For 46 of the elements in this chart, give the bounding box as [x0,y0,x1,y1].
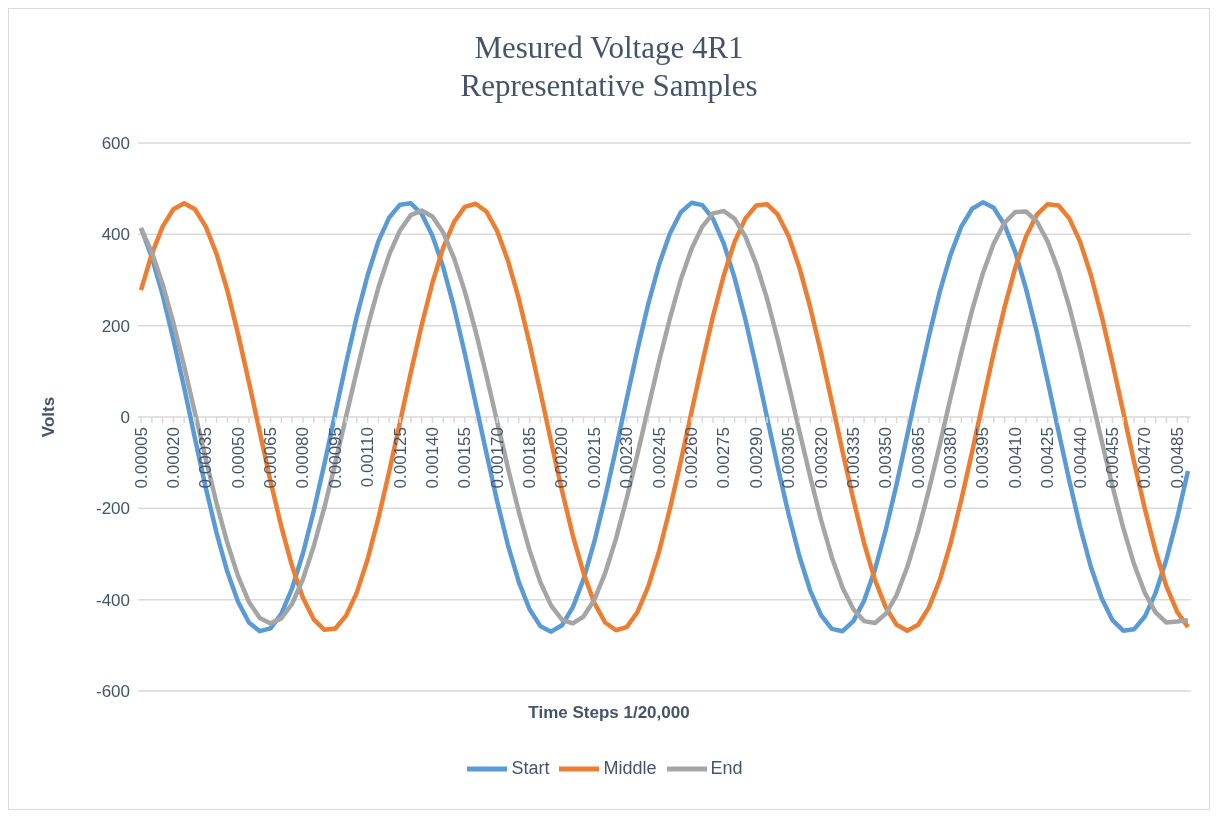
x-tick-label: 0.00440 [1070,427,1090,489]
x-tick-label: 0.00125 [390,427,410,489]
y-tick-label: 0 [120,408,130,428]
legend-label: Start [511,757,550,778]
x-tick-label: 0.00350 [876,427,896,489]
x-tick-label: 0.00275 [714,427,734,489]
legend-label: End [710,757,743,778]
x-tick-label: 0.00470 [1135,427,1155,489]
y-tick-label: 400 [101,225,130,245]
x-tick-label: 0.00380 [941,427,961,489]
x-tick-label: 0.00230 [617,427,637,489]
x-tick-label: 0.00215 [584,427,604,489]
x-tick-label: 0.00005 [131,427,151,489]
x-tick-label: 0.00080 [293,427,313,489]
x-tick-label: 0.00455 [1102,427,1122,489]
x-axis-title: Time Steps 1/20,000 [527,703,691,723]
x-tick-label: 0.00020 [163,427,183,489]
chart-title: Mesured Voltage 4R1 Representative Samples [459,29,759,105]
x-tick-label: 0.00035 [196,427,216,489]
x-tick-label: 0.00395 [973,427,993,489]
legend-label: Middle [603,757,657,778]
y-tick-label: -200 [95,499,130,519]
x-tick-label: 0.00260 [681,427,701,489]
x-tick-label: 0.00065 [261,427,281,489]
x-tick-label: 0.00410 [1005,427,1025,489]
x-tick-label: 0.00200 [552,427,572,489]
x-tick-label: 0.00425 [1038,427,1058,489]
x-tick-label: 0.00170 [487,427,507,489]
x-tick-label: 0.00335 [843,427,863,489]
x-tick-label: 0.00155 [455,427,475,489]
x-tick-label: 0.00245 [649,427,669,489]
x-tick-label: 0.00050 [228,427,248,489]
x-tick-label: 0.00485 [1167,427,1187,489]
x-tick-label: 0.00110 [358,427,378,488]
x-tick-label: 0.00365 [908,427,928,489]
x-tick-label: 0.00305 [779,427,799,489]
y-tick-label: 600 [101,134,130,154]
y-axis-title: Volts [39,395,59,440]
x-tick-label: 0.00185 [520,427,540,489]
y-tick-label: -400 [95,590,130,610]
x-tick-label: 0.00320 [811,427,831,489]
y-tick-label: 200 [101,316,130,336]
y-tick-label: -600 [95,682,130,702]
x-tick-label: 0.00140 [422,427,442,489]
x-tick-label: 0.00290 [746,427,766,489]
x-tick-label: 0.00095 [325,427,345,489]
